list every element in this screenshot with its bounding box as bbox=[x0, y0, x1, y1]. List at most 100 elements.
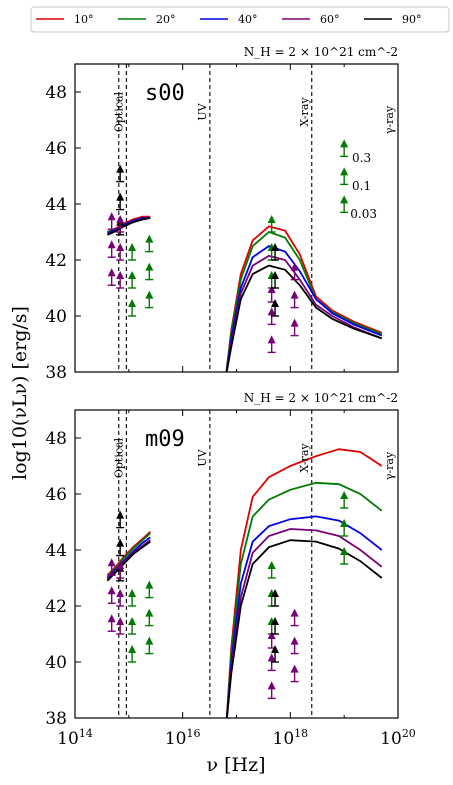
optical-series-3 bbox=[106, 539, 151, 581]
limit-arrowhead bbox=[116, 215, 125, 223]
lower-limit-0 bbox=[116, 510, 125, 529]
lower-limit-10 bbox=[128, 617, 137, 635]
legend-frame bbox=[30, 6, 450, 33]
limit-arrowhead bbox=[107, 586, 116, 595]
limit-arrowhead bbox=[290, 318, 299, 327]
x-tick-label-0: 1014 bbox=[57, 727, 93, 749]
band-label-gamma-ray: γ-ray bbox=[383, 451, 396, 480]
limit-arrowhead bbox=[267, 285, 276, 293]
limit-arrowhead bbox=[267, 653, 276, 662]
lower-limit-8 bbox=[116, 617, 125, 635]
limit-arrowhead bbox=[271, 243, 280, 251]
lower-limit-7 bbox=[116, 589, 125, 607]
xray-series-3 bbox=[225, 254, 383, 372]
limit-arrowhead bbox=[267, 681, 276, 690]
lower-limit-11 bbox=[128, 299, 137, 317]
lower-limit-21 bbox=[271, 589, 280, 607]
lower-limit-19 bbox=[267, 653, 276, 672]
lower-limit-13 bbox=[145, 608, 154, 627]
band-label-x-ray: X-ray bbox=[298, 443, 311, 473]
y-tick-label-5: 48 bbox=[45, 429, 67, 449]
limit-arrowhead bbox=[340, 195, 349, 204]
lower-limit-21 bbox=[271, 243, 280, 261]
limit-arrowhead bbox=[116, 164, 125, 173]
panel-m09: Optical UV X-ray γ-ray 38 40 42 44 46 48 1014 1016 1… bbox=[45, 391, 415, 749]
lower-limit-9 bbox=[128, 589, 137, 607]
lower-limit-15 bbox=[267, 215, 276, 233]
lower-limit-23 bbox=[271, 645, 280, 663]
xray-series-2 bbox=[225, 515, 383, 718]
limit-arrowhead bbox=[267, 215, 276, 223]
y-tick-label-4: 46 bbox=[45, 139, 67, 159]
y-tick-label-1: 40 bbox=[45, 307, 67, 327]
limit-arrowhead bbox=[128, 645, 137, 653]
plot-area bbox=[106, 410, 383, 718]
lower-limit-8 bbox=[116, 271, 125, 289]
y-tick-label-0: 38 bbox=[45, 363, 67, 383]
limit-arrowhead bbox=[116, 589, 125, 597]
limit-arrowhead bbox=[340, 547, 349, 555]
limit-arrowhead bbox=[290, 636, 299, 645]
y-tick-label-0: 38 bbox=[45, 709, 67, 729]
limit-arrowhead bbox=[271, 645, 280, 653]
limit-arrowhead bbox=[145, 608, 154, 617]
limit-arrowhead bbox=[271, 271, 280, 279]
optical-series-4 bbox=[107, 217, 151, 236]
lower-limit-27 bbox=[340, 491, 349, 509]
lower-limit-26 bbox=[290, 664, 299, 683]
legend-label-2: 40° bbox=[238, 13, 258, 26]
limit-arrowhead bbox=[267, 561, 276, 569]
lower-limit-22 bbox=[271, 617, 280, 635]
lower-limit-27 bbox=[340, 139, 349, 158]
limit-arrowhead bbox=[116, 617, 125, 625]
optical-series-4 bbox=[106, 540, 151, 582]
limit-arrowhead bbox=[128, 243, 137, 251]
limit-arrowhead bbox=[145, 234, 154, 243]
lower-limit-25 bbox=[290, 290, 299, 309]
lower-limit-1 bbox=[116, 538, 125, 557]
y-tick-label-5: 48 bbox=[45, 83, 67, 103]
lower-limit-26 bbox=[290, 318, 299, 337]
xray-series-1 bbox=[225, 481, 383, 718]
limit-arrowhead bbox=[145, 290, 154, 299]
limit-arrowhead bbox=[340, 519, 349, 527]
limit-arrowhead bbox=[107, 240, 116, 249]
limit-arrowhead bbox=[107, 268, 116, 277]
y-tick-label-1: 40 bbox=[45, 653, 67, 673]
limit-arrowhead bbox=[145, 636, 154, 645]
lower-limit-24 bbox=[290, 608, 299, 627]
y-tick-label-3: 44 bbox=[45, 195, 67, 215]
limit-arrowhead bbox=[271, 589, 280, 597]
optical-series-1 bbox=[106, 532, 151, 578]
limit-arrowhead bbox=[267, 631, 276, 639]
limit-arrowhead bbox=[116, 192, 125, 201]
lower-limit-20 bbox=[267, 681, 276, 700]
limit-arrowhead bbox=[290, 290, 299, 299]
lower-limit-24 bbox=[290, 262, 299, 281]
limit-arrowhead bbox=[116, 561, 125, 569]
bracket-label-1: 0.1 bbox=[352, 179, 371, 193]
optical-series-0 bbox=[106, 531, 151, 576]
limit-arrowhead bbox=[107, 212, 116, 221]
y-tick-label-4: 46 bbox=[45, 485, 67, 505]
x-tick-label-2: 1018 bbox=[273, 727, 309, 749]
limit-arrowhead bbox=[116, 243, 125, 251]
limit-arrowhead bbox=[290, 664, 299, 673]
lower-limit-7 bbox=[116, 243, 125, 261]
xray-series-4 bbox=[226, 539, 383, 718]
legend: 10° 20° 40° 60° 90° bbox=[30, 6, 450, 33]
lower-limit-23 bbox=[271, 299, 280, 317]
lower-limit-29 bbox=[340, 195, 349, 214]
xray-series-4 bbox=[225, 264, 383, 372]
lower-limit-19 bbox=[267, 307, 276, 326]
panel-note: N_H = 2 × 10^21 cm^-2 bbox=[244, 391, 398, 405]
lower-limit-13 bbox=[145, 262, 154, 281]
panel-s00: Optical UV X-ray γ-ray 0.3 0.1 0.03 38 40 42 44 46 4… bbox=[45, 45, 399, 383]
y-axis-label: log10(νLν) [erg/s] bbox=[9, 306, 31, 480]
lower-limit-11 bbox=[128, 645, 137, 663]
limit-arrowhead bbox=[128, 271, 137, 279]
xray-series-0 bbox=[225, 225, 383, 372]
xray-series-1 bbox=[225, 230, 383, 372]
lower-limit-5 bbox=[107, 614, 116, 632]
